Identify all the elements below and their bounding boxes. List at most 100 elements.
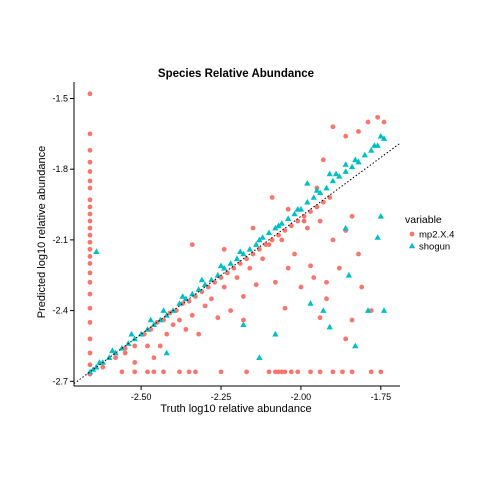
shogun-point bbox=[256, 354, 263, 360]
mp2-x-4-point bbox=[189, 312, 195, 318]
mp2-x-4-point bbox=[308, 263, 313, 269]
mp2-x-4-point bbox=[375, 114, 381, 120]
mp2-x-4-point bbox=[295, 369, 301, 375]
mp2-x-4-point bbox=[87, 291, 93, 297]
shogun-point bbox=[310, 194, 317, 200]
mp2-x-4-point bbox=[170, 322, 176, 328]
mp2-x-4-point bbox=[279, 237, 285, 243]
shogun-point bbox=[96, 359, 103, 365]
mp2-x-4-point bbox=[247, 265, 253, 271]
mp2-x-4-point bbox=[218, 369, 224, 375]
shogun-point bbox=[380, 135, 388, 141]
shogun-point bbox=[233, 255, 241, 262]
shogun-point bbox=[368, 147, 375, 153]
mp2-x-4-point bbox=[292, 251, 297, 257]
mp2-x-4-point bbox=[288, 369, 294, 375]
mp2-x-4-point bbox=[100, 364, 106, 370]
mp2-x-4-point bbox=[151, 369, 157, 375]
mp2-x-4-point bbox=[87, 362, 93, 368]
shogun-point bbox=[179, 293, 186, 299]
mp2-x-4-point bbox=[215, 315, 221, 321]
shogun-point bbox=[198, 276, 205, 283]
mp2-x-4-point bbox=[113, 355, 118, 361]
shogun-point bbox=[221, 264, 228, 271]
mp2-x-4-point bbox=[177, 317, 182, 323]
mp2-x-4-point bbox=[336, 265, 342, 271]
shogun-point bbox=[227, 260, 234, 266]
shogun-point bbox=[345, 271, 352, 278]
shogun-point bbox=[371, 142, 378, 148]
mp2-x-4-point bbox=[340, 369, 345, 375]
mp2-x-4-point bbox=[266, 242, 272, 248]
mp2-x-4-point bbox=[240, 317, 246, 323]
mp2-x-4-point bbox=[161, 369, 166, 375]
shogun-point bbox=[377, 132, 384, 139]
shogun-point bbox=[352, 342, 359, 349]
mp2-x-4-point bbox=[330, 124, 336, 130]
mp2-x-4-point bbox=[282, 305, 288, 311]
mp2-x-4-point bbox=[186, 369, 192, 375]
y-tick-label: -1.8 bbox=[52, 164, 68, 174]
mp2-x-4-point bbox=[87, 239, 93, 245]
mp2-x-4-point bbox=[240, 294, 246, 299]
mp2-x-4-point bbox=[87, 131, 93, 137]
mp2-x-4-point bbox=[308, 369, 313, 375]
mp2-x-4-point bbox=[122, 350, 128, 356]
shogun-point bbox=[320, 307, 327, 313]
mp2-x-4-point bbox=[196, 331, 202, 337]
shogun-point bbox=[323, 184, 330, 191]
mp2-x-4-point bbox=[288, 223, 294, 229]
shogun-point bbox=[93, 248, 100, 254]
mp2-x-4-point bbox=[87, 91, 93, 97]
shogun-point bbox=[291, 210, 298, 217]
mp2-x-4-point bbox=[311, 275, 317, 280]
shogun-point bbox=[240, 321, 247, 327]
mp2-x-4-point bbox=[164, 331, 170, 337]
mp2-x-4-point bbox=[87, 185, 93, 191]
shogun-point bbox=[109, 347, 116, 353]
mp2-x-4-point bbox=[151, 355, 157, 361]
mp2-x-4-point bbox=[225, 270, 230, 276]
mp2-x-4-point bbox=[317, 315, 323, 321]
legend-label: shogun bbox=[419, 242, 450, 253]
mp2-x-4-point bbox=[87, 225, 93, 231]
shogun-point bbox=[364, 307, 372, 313]
mp2-x-4-point bbox=[330, 237, 336, 243]
y-tick-label: -1.5 bbox=[52, 93, 68, 103]
y-axis-title: Predicted log10 relative abundance bbox=[36, 146, 48, 318]
shogun-point bbox=[313, 187, 320, 193]
mp2-x-4-point bbox=[317, 218, 323, 224]
shogun-point bbox=[189, 290, 196, 297]
mp2-x-4-point bbox=[132, 369, 138, 375]
mp2-x-4-point bbox=[87, 204, 93, 210]
mp2-x-4-point bbox=[87, 232, 93, 238]
mp2-x-4-point bbox=[260, 256, 265, 262]
shogun-point bbox=[163, 349, 170, 356]
x-tick-label: -2.00 bbox=[291, 392, 312, 402]
mp2-x-4-point bbox=[87, 246, 93, 252]
mp2-x-4-point bbox=[119, 369, 125, 375]
mp2-x-4-point bbox=[87, 319, 93, 325]
mp2-x-4-point bbox=[87, 350, 93, 356]
mp2-x-4-point bbox=[368, 369, 374, 375]
x-tick-label: -1.75 bbox=[371, 392, 392, 402]
mp2-x-4-point bbox=[304, 225, 310, 231]
mp2-x-4-point bbox=[330, 369, 336, 375]
mp2-x-4-point bbox=[177, 369, 182, 375]
mp2-x-4-point bbox=[189, 242, 195, 248]
y-tick-label: -2.1 bbox=[52, 235, 68, 245]
mp2-x-4-point bbox=[157, 343, 163, 349]
shogun-point bbox=[265, 229, 273, 236]
mp2-x-4-point bbox=[269, 195, 275, 200]
shogun-point bbox=[272, 224, 279, 231]
shogun-point bbox=[304, 198, 311, 205]
y-tick-label: -2.7 bbox=[52, 376, 68, 386]
mp2-x-4-point bbox=[285, 206, 291, 212]
shogun-point bbox=[348, 163, 356, 170]
shogun-point bbox=[352, 156, 359, 163]
shogun-point bbox=[278, 220, 285, 226]
mp2-x-4-point bbox=[237, 261, 243, 266]
mp2-x-4-point bbox=[87, 270, 93, 276]
